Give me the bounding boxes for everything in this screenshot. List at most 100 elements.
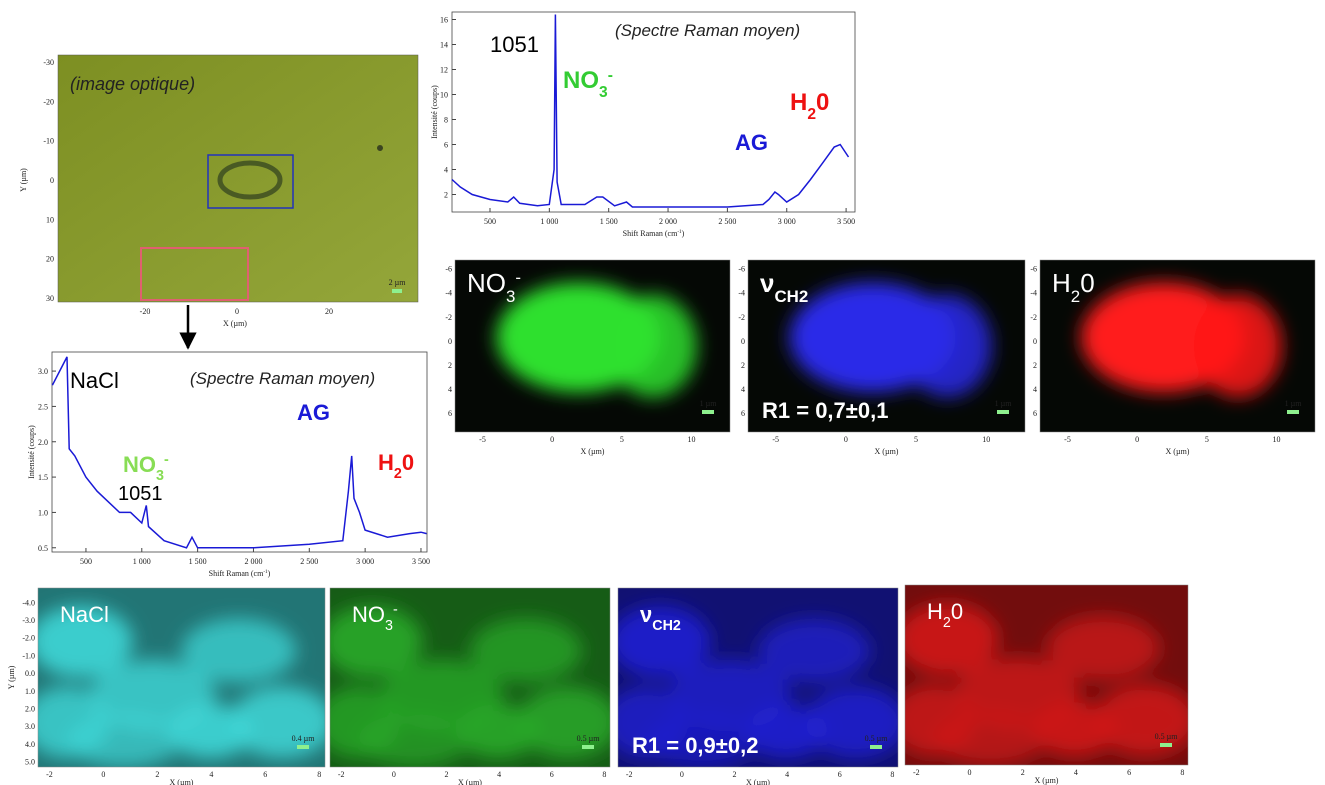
y-tick-label: 3.0 bbox=[38, 367, 48, 376]
map-blob bbox=[330, 686, 400, 759]
x-tick-label: 2 500 bbox=[300, 557, 318, 566]
x-tick-label: 0 bbox=[680, 770, 684, 779]
map-label-part: CH2 bbox=[652, 618, 681, 634]
annotation: NO3- bbox=[123, 452, 169, 484]
y-tick-label: 0 bbox=[50, 176, 54, 185]
y-tick-label: -2 bbox=[1030, 313, 1037, 322]
annotation: NO3- bbox=[563, 67, 613, 101]
x-tick-label: 10 bbox=[688, 435, 696, 444]
y-tick-label: -4 bbox=[738, 289, 745, 298]
map-label: H20 bbox=[1052, 268, 1095, 306]
map-blob bbox=[805, 686, 898, 759]
y-tick-label: 2.5 bbox=[38, 402, 48, 411]
y-tick-label: -10 bbox=[43, 137, 54, 146]
x-tick-label: -2 bbox=[626, 770, 633, 779]
map-blob bbox=[618, 605, 711, 678]
map-label-part: 2 bbox=[943, 615, 951, 631]
y-tick-label: -3.0 bbox=[22, 616, 35, 625]
map-label-part: NO bbox=[352, 602, 385, 627]
x-tick-label: 0 bbox=[550, 435, 554, 444]
map: -6 -4 -2 0 2 4 6 -5 0 5 10 X (µm) 1 µm bbox=[445, 259, 731, 456]
map-label-part: 0 bbox=[951, 599, 963, 624]
x-axis-label-part: -1 bbox=[263, 569, 268, 575]
y-tick-label: 6 bbox=[448, 409, 452, 418]
x-tick-label: 4 bbox=[209, 770, 213, 779]
map-image bbox=[748, 260, 1025, 432]
map-label-part: CH2 bbox=[774, 287, 808, 306]
x-axis-label-part: Shift Raman (cm bbox=[209, 569, 264, 578]
x-axis-label-part: ) bbox=[268, 569, 271, 578]
x-tick-label: 0 bbox=[844, 435, 848, 444]
map-label-part: - bbox=[393, 602, 398, 618]
map-blobs bbox=[496, 282, 697, 398]
map-label-part: NO bbox=[467, 268, 506, 298]
map-blob bbox=[905, 684, 976, 756]
y-tick-label: -6 bbox=[445, 265, 452, 274]
x-tick-label: 6 bbox=[550, 770, 554, 779]
x-tick-label: 6 bbox=[838, 770, 842, 779]
annotation-part: - bbox=[608, 67, 613, 84]
annotation-part: H bbox=[378, 450, 394, 475]
annotation-part: 0 bbox=[816, 89, 829, 116]
y-tick-label: 2.0 bbox=[25, 705, 35, 714]
x-axis-label: X (µm) bbox=[746, 778, 770, 785]
annotation: 1051 bbox=[490, 32, 539, 57]
x-tick-label: 8 bbox=[1180, 768, 1184, 777]
map-blob bbox=[1094, 684, 1188, 756]
x-tick-label: 0 bbox=[1135, 435, 1139, 444]
map-image bbox=[905, 585, 1188, 765]
x-tick-label: 8 bbox=[890, 770, 894, 779]
map-label-part: H bbox=[1052, 268, 1071, 298]
map-image bbox=[330, 588, 610, 767]
spectrum-title: (Spectre Raman moyen) bbox=[190, 369, 375, 388]
y-tick-label: 2.0 bbox=[38, 438, 48, 447]
y-tick-label: 0.0 bbox=[25, 669, 35, 678]
y-tick-label: 12 bbox=[440, 66, 448, 75]
y-tick-label: 3.0 bbox=[25, 722, 35, 731]
y-tick-label: 16 bbox=[440, 16, 448, 25]
map-blob bbox=[470, 618, 582, 683]
map-label-part: 2 bbox=[1071, 287, 1080, 306]
map-label: NO3- bbox=[467, 268, 521, 306]
map-blob bbox=[456, 704, 540, 759]
y-tick-label: 30 bbox=[46, 294, 54, 303]
annotation: NaCl bbox=[70, 368, 119, 393]
map-blob bbox=[38, 605, 133, 678]
map-label-part: 3 bbox=[385, 618, 393, 634]
x-axis-label: X (µm) bbox=[170, 778, 194, 785]
map-label-part: H bbox=[927, 599, 943, 624]
y-tick-label: -1.0 bbox=[22, 651, 35, 660]
x-tick-label: 5 bbox=[914, 435, 918, 444]
x-tick-label: 5 bbox=[620, 435, 624, 444]
y-tick-label: 10 bbox=[440, 91, 448, 100]
scale-bar bbox=[1160, 743, 1172, 747]
x-tick-label: 8 bbox=[602, 770, 606, 779]
spectrum-line bbox=[51, 356, 427, 549]
scale-bar bbox=[297, 745, 309, 749]
plot-frame bbox=[451, 11, 856, 213]
map-frame bbox=[747, 259, 1026, 433]
y-tick-label: 6 bbox=[1033, 409, 1037, 418]
image-title: (image optique) bbox=[70, 74, 195, 94]
map-label: νCH2 bbox=[640, 602, 681, 634]
map-blobs bbox=[618, 605, 898, 767]
y-tick-label: -6 bbox=[1030, 265, 1037, 274]
selection-box bbox=[207, 154, 294, 209]
y-axis-label: Intensité (coups) bbox=[27, 425, 36, 479]
y-tick-label: 20 bbox=[46, 255, 54, 264]
scale-bar bbox=[392, 289, 402, 293]
map-blob bbox=[744, 704, 828, 759]
map: R1 = 0,9±0,2 -2 0 2 4 6 8 X (µm) 0.5 µm bbox=[617, 587, 899, 785]
map-blob bbox=[609, 294, 697, 398]
map-frame bbox=[1039, 259, 1316, 433]
y-tick-label: 4 bbox=[1033, 385, 1037, 394]
y-tick-label: 2 bbox=[741, 361, 745, 370]
map-image bbox=[1040, 260, 1315, 432]
y-tick-label: 0 bbox=[448, 337, 452, 346]
map-blobs bbox=[1081, 282, 1282, 398]
x-tick-label: 2 bbox=[155, 770, 159, 779]
x-tick-label: 2 bbox=[444, 770, 448, 779]
map-blob bbox=[230, 686, 325, 759]
map-label-part: ν bbox=[640, 602, 652, 627]
